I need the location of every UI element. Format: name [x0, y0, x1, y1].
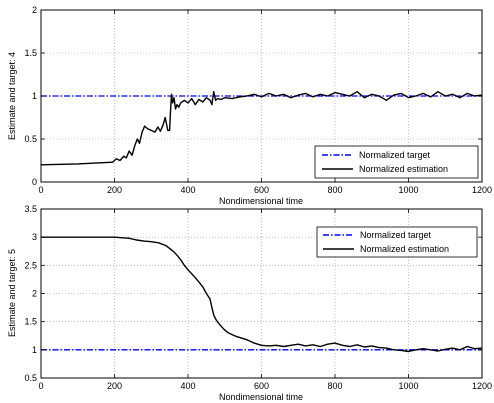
legend-label-estimation-top: Normalized estimation	[359, 164, 448, 174]
x-tick-label-top: 200	[107, 185, 122, 195]
y-tick-label-bottom: 1	[32, 345, 37, 355]
y-tick-label-bottom: 3	[32, 232, 37, 242]
x-tick-label-top: 0	[38, 185, 43, 195]
y-axis-label-bottom: Estimate and target: 5	[7, 249, 17, 337]
x-tick-label-bottom: 600	[254, 381, 269, 391]
legend-label-estimation-bottom: Normalized estimation	[360, 244, 449, 254]
y-tick-label-top: 1.5	[24, 48, 37, 58]
x-tick-label-bottom: 1200	[472, 381, 492, 391]
y-tick-label-bottom: 2	[32, 289, 37, 299]
grid-bottom	[41, 209, 482, 378]
x-tick-label-top: 1200	[472, 185, 492, 195]
x-tick-label-top: 800	[327, 185, 342, 195]
series-bottom	[41, 236, 483, 353]
series-top	[40, 90, 483, 166]
legend-box-bottom	[316, 226, 478, 258]
plot-bottom: 0 200 400 600 800 1000 1200 0.5 1 1.5 2 2.5 3 3.5 Non…	[7, 204, 492, 402]
y-tick-label-top: 0	[32, 177, 37, 187]
legend-top: Normalized target Normalized estimation	[314, 145, 479, 179]
y-tick-label-top: 2	[32, 5, 37, 15]
y-tick-label-bottom: 0.5	[24, 373, 37, 383]
x-tick-label-bottom: 400	[180, 381, 195, 391]
x-tick-label-bottom: 0	[38, 381, 43, 391]
ticks-bottom: 0 200 400 600 800 1000 1200 0.5 1 1.5 2 2.5 3 3.5	[24, 204, 492, 391]
y-axis-label-top: Estimate and target: 4	[7, 52, 17, 140]
x-axis-label-top: Nondimensional time	[219, 196, 303, 206]
legend-box-top	[314, 145, 479, 179]
legend-label-target-top: Normalized target	[359, 150, 431, 160]
x-tick-label-bottom: 800	[327, 381, 342, 391]
x-tick-label-bottom: 1000	[398, 381, 418, 391]
legend-bottom: Normalized target Normalized estimation	[316, 226, 478, 258]
ticks-top: 0 200 400 600 800 1000 1200 0 0.5 1 1.5 2	[24, 5, 492, 195]
x-tick-label-top: 400	[180, 185, 195, 195]
y-tick-label-top: 1	[32, 91, 37, 101]
series-estimation-line-bottom	[41, 236, 483, 353]
y-tick-label-top: 0.5	[24, 134, 37, 144]
plot-top: 0 200 400 600 800 1000 1200 0 0.5 1 1.5 2 Nondimens…	[7, 5, 492, 206]
x-axis-label-bottom: Nondimensional time	[219, 392, 303, 402]
x-tick-label-top: 1000	[398, 185, 418, 195]
series-estimation-line-top	[40, 90, 483, 166]
y-tick-label-bottom: 3.5	[24, 204, 37, 214]
x-tick-label-bottom: 200	[107, 381, 122, 391]
y-tick-label-bottom: 2.5	[24, 260, 37, 270]
y-tick-label-bottom: 1.5	[24, 317, 37, 327]
legend-label-target-bottom: Normalized target	[360, 230, 432, 240]
x-tick-label-top: 600	[254, 185, 269, 195]
